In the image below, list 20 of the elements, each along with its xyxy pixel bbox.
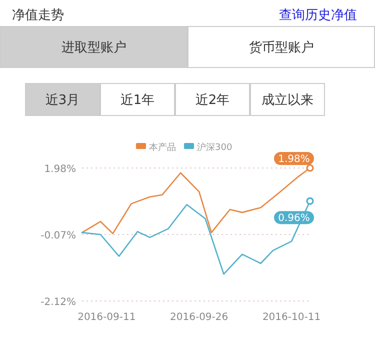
y-tick-label: 1.98% [44, 164, 76, 175]
text: 近2年 [195, 93, 230, 108]
text: 查询历史净值 [279, 8, 357, 23]
legend-label: 沪深300 [197, 142, 232, 153]
chart-title: 净值走势 [12, 8, 64, 23]
legend-label: 本产品 [149, 142, 176, 153]
text: 近3月 [45, 93, 80, 108]
x-tick-label: 2016-10-11 [262, 312, 321, 323]
value-label: 1.98% [274, 152, 314, 172]
value-label: 0.96% [274, 197, 314, 224]
x-tick-label: 2016-09-26 [170, 312, 228, 323]
y-tick-label: -2.12% [40, 297, 76, 308]
data-label: 0.96% [278, 213, 310, 224]
text: 货币型账户 [248, 40, 314, 56]
data-label: 1.98% [278, 154, 310, 165]
text: 成立以来 [262, 92, 314, 108]
text: 近1年 [120, 93, 155, 108]
x-tick-label: 2016-09-11 [78, 312, 136, 323]
text: 进取型账户 [61, 40, 126, 56]
y-tick-label: -0.07% [40, 230, 76, 242]
